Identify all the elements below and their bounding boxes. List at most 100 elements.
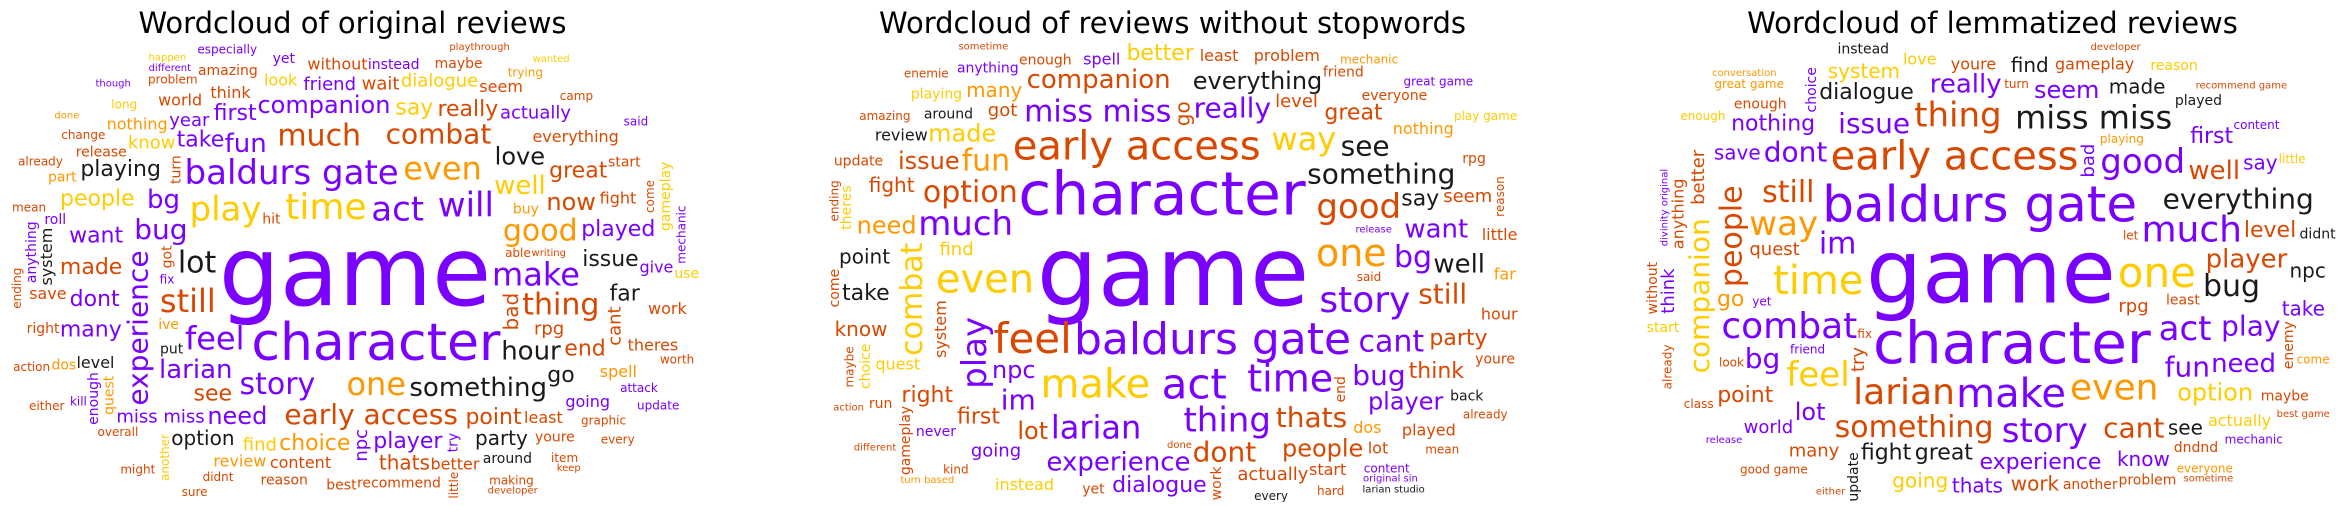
word-mark: divinity original <box>1660 169 1671 246</box>
word-mark: either <box>1816 486 1846 497</box>
word-mark: people <box>1715 185 1750 287</box>
word-mark: bg <box>147 185 180 215</box>
word-mark: well <box>1433 249 1485 279</box>
word-mark: friend <box>1323 65 1364 81</box>
word-mark: little <box>2279 152 2306 166</box>
word-mark: dialogue <box>1819 80 1914 105</box>
word-mark: world <box>1744 417 1794 438</box>
word-mark: player <box>373 429 443 454</box>
word-mark: recommend game <box>2196 80 2288 91</box>
word-mark: fight <box>1861 441 1912 466</box>
word-mark: bug <box>1352 359 1405 392</box>
word-mark: make <box>492 256 580 294</box>
word-mark: take <box>842 281 890 306</box>
wordcloud-panel-original: Wordcloud of original reviews game charac… <box>0 0 705 506</box>
word-mark: game <box>1037 216 1309 328</box>
word-mark: level <box>1275 91 1318 112</box>
word-mark: think <box>1658 268 1679 314</box>
word-mark: worth <box>660 352 694 366</box>
word-mark: dos <box>51 357 76 373</box>
word-mark: dndnd <box>2174 440 2218 456</box>
word-mark: choice <box>1804 67 1820 112</box>
word-mark: go <box>1717 287 1744 312</box>
word-mark: let <box>2123 229 2139 243</box>
word-mark: got <box>988 100 1018 121</box>
word-mark: attack <box>620 381 658 395</box>
word-mark: enough <box>1019 52 1072 68</box>
word-mark: issue <box>898 147 960 175</box>
word-mark: option <box>2177 379 2253 407</box>
word-mark: come <box>2297 352 2330 366</box>
word-mark: fix <box>160 273 175 287</box>
word-mark: quest <box>101 375 117 415</box>
word-mark: least <box>1200 46 1239 65</box>
word-mark: lot <box>178 245 217 280</box>
word-mark: though <box>95 78 130 89</box>
word-mark: going <box>565 392 610 411</box>
word-mark: play game <box>1454 109 1517 123</box>
wordcloud-canvas: game character baldurs gate act feel early ac… <box>828 42 1518 502</box>
word-mark: love <box>1903 49 1937 68</box>
word-mark: update <box>637 398 679 412</box>
word-mark: done <box>54 111 79 122</box>
word-mark: bug <box>2203 269 2260 304</box>
word-mark: without <box>307 54 367 73</box>
word-mark: around <box>483 451 532 467</box>
word-mark: played <box>581 217 655 242</box>
word-mark: see <box>1341 129 1390 162</box>
word-mark: playing <box>2100 132 2144 146</box>
word-mark: didnt <box>2300 227 2336 243</box>
word-mark: run <box>869 396 893 412</box>
word-mark: anything <box>957 61 1019 77</box>
word-mark: dont <box>1193 435 1257 468</box>
word-mark: still <box>160 282 216 320</box>
word-mark: point <box>465 405 521 430</box>
word-mark: going <box>1892 469 1948 493</box>
word-mark: good <box>1316 187 1401 227</box>
word-mark: many <box>60 318 122 343</box>
word-mark: instead <box>368 57 420 73</box>
word-mark: right <box>901 383 953 408</box>
word-mark: instead <box>1837 42 1889 58</box>
word-mark: problem <box>2118 472 2176 488</box>
word-mark: dialogue <box>401 71 478 92</box>
word-mark: good game <box>1740 462 1808 476</box>
word-mark: really <box>437 97 498 122</box>
word-mark: kind <box>943 462 969 476</box>
word-mark: larian studio <box>1363 484 1425 495</box>
word-mark: rpg <box>534 319 564 340</box>
word-mark: enough <box>1680 109 1725 123</box>
word-mark: thing <box>1183 401 1270 441</box>
wordcloud-panel-lemmatized: Wordcloud of lemmatized reviews game char… <box>1640 0 2345 506</box>
word-mark: lot <box>1017 417 1048 445</box>
word-mark: happen <box>149 52 187 63</box>
word-mark: want <box>1404 215 1468 245</box>
word-mark: playing <box>80 157 161 182</box>
word-mark: already <box>1463 408 1508 422</box>
word-mark: fight <box>869 173 915 197</box>
word-mark: game <box>1866 221 2116 324</box>
word-mark: better <box>1688 149 1709 205</box>
word-mark: miss miss <box>1024 94 1171 129</box>
word-mark: sometime <box>2184 474 2234 485</box>
word-mark: act <box>1162 360 1227 409</box>
word-mark: player <box>2206 244 2288 274</box>
word-mark: choice <box>858 344 874 389</box>
word-mark: turn <box>169 155 185 184</box>
word-mark: gameplay <box>2055 55 2134 74</box>
word-mark: turn <box>2004 77 2029 91</box>
word-mark: least <box>524 408 563 427</box>
word-mark: made <box>928 120 996 148</box>
word-mark: far <box>610 282 641 307</box>
word-mark: making <box>489 473 534 487</box>
word-mark: love <box>495 142 545 170</box>
word-mark: combat <box>895 242 930 355</box>
word-mark: bug <box>134 213 187 246</box>
word-mark: early access <box>1013 123 1261 169</box>
word-mark: issue <box>1838 107 1910 140</box>
word-mark: much <box>277 119 361 154</box>
word-mark: amazing <box>198 63 258 79</box>
word-mark: end <box>1333 376 1349 402</box>
word-mark: npc <box>351 429 372 462</box>
